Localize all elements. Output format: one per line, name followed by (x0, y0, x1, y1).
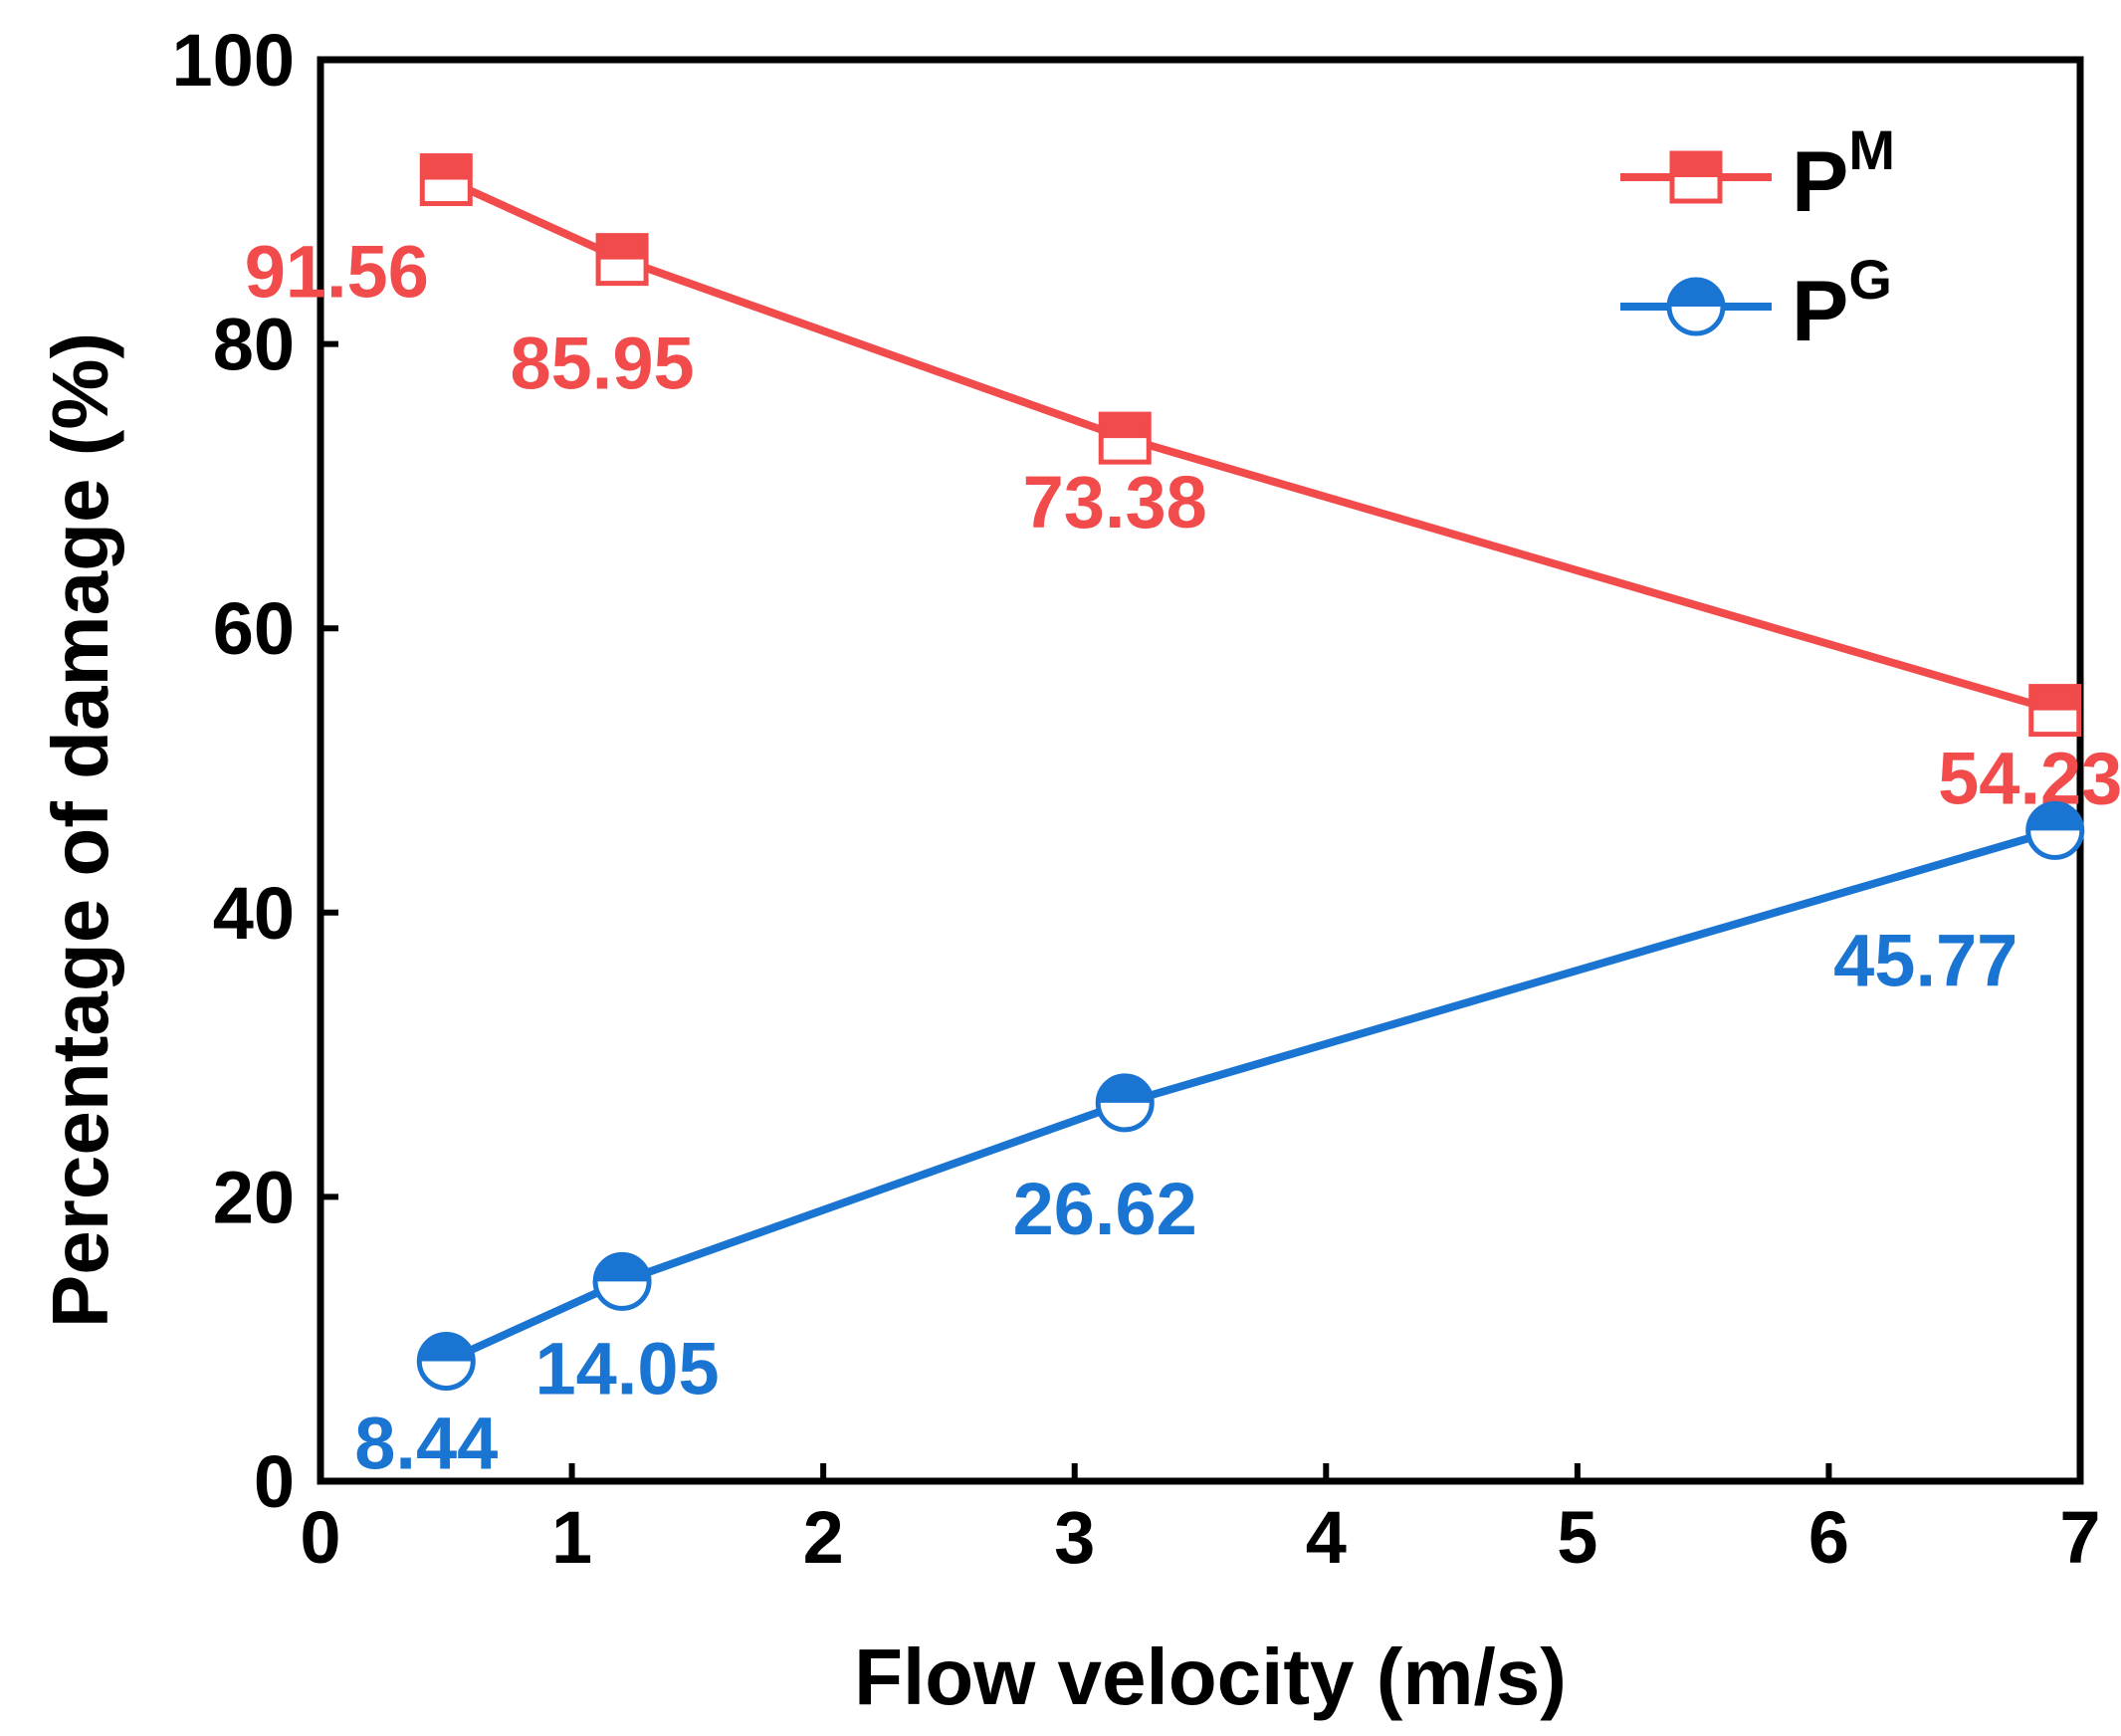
y-axis-title: Percentage of damage (%) (36, 332, 124, 1328)
legend-item: PG (1620, 248, 1892, 359)
data-point (2025, 800, 2085, 860)
y-tick-label: 0 (254, 1440, 295, 1523)
series-line (444, 175, 2056, 715)
data-point (592, 1251, 652, 1311)
x-tick-label: 3 (1054, 1496, 1095, 1579)
data-label: 85.95 (510, 323, 694, 405)
series-g: 8.44 14.05 26.62 45.77 (354, 800, 2085, 1484)
series-m: 91.56 85.95 73.38 54.23 (245, 153, 2121, 820)
legend-label: PM (1792, 118, 1895, 230)
x-tick-label: 1 (551, 1496, 592, 1579)
legend-item: PM (1620, 118, 1895, 230)
data-point (416, 1331, 476, 1391)
data-point (2028, 684, 2082, 738)
data-label: 14.05 (534, 1327, 719, 1410)
y-tick-label: 40 (213, 872, 295, 955)
axes: 0 1 2 3 4 5 6 7 0 20 40 60 80 100 Flow velocity (m/s) P… (36, 19, 2101, 1721)
data-point (1095, 1073, 1155, 1133)
series-layer: 91.56 85.95 73.38 54.23 8.44 14.05 26.62 45.77 (245, 153, 2121, 1484)
y-tick-label: 100 (172, 19, 295, 102)
plot-frame (317, 56, 2084, 1485)
y-tick-label: 20 (213, 1156, 295, 1238)
data-point (1098, 411, 1152, 465)
data-label: 91.56 (245, 231, 429, 314)
x-axis-title: Flow velocity (m/s) (854, 1632, 1567, 1721)
x-tick-label: 5 (1557, 1496, 1597, 1579)
data-label: 73.38 (1023, 461, 1207, 543)
x-tick-label: 0 (300, 1496, 340, 1579)
series-line (444, 826, 2056, 1366)
data-point (419, 153, 473, 207)
x-tick-label: 7 (2059, 1496, 2100, 1579)
data-label: 45.77 (1833, 919, 2017, 1001)
y-tick-label: 60 (213, 587, 295, 670)
data-label: 26.62 (1013, 1168, 1197, 1250)
x-tick-label: 2 (803, 1496, 844, 1579)
legend-label-superscript: G (1848, 248, 1892, 311)
legend-label: PG (1792, 248, 1892, 359)
legend-marker (1666, 277, 1726, 336)
x-tick-label: 4 (1306, 1496, 1347, 1579)
data-point (595, 233, 649, 287)
legend-marker (1669, 150, 1723, 204)
data-label: 54.23 (1938, 738, 2121, 820)
legend: PM PG (1620, 118, 1895, 359)
y-tick-label: 80 (213, 304, 295, 386)
data-label: 8.44 (354, 1402, 498, 1484)
legend-label-superscript: M (1848, 118, 1895, 181)
x-tick-label: 6 (1808, 1496, 1849, 1579)
